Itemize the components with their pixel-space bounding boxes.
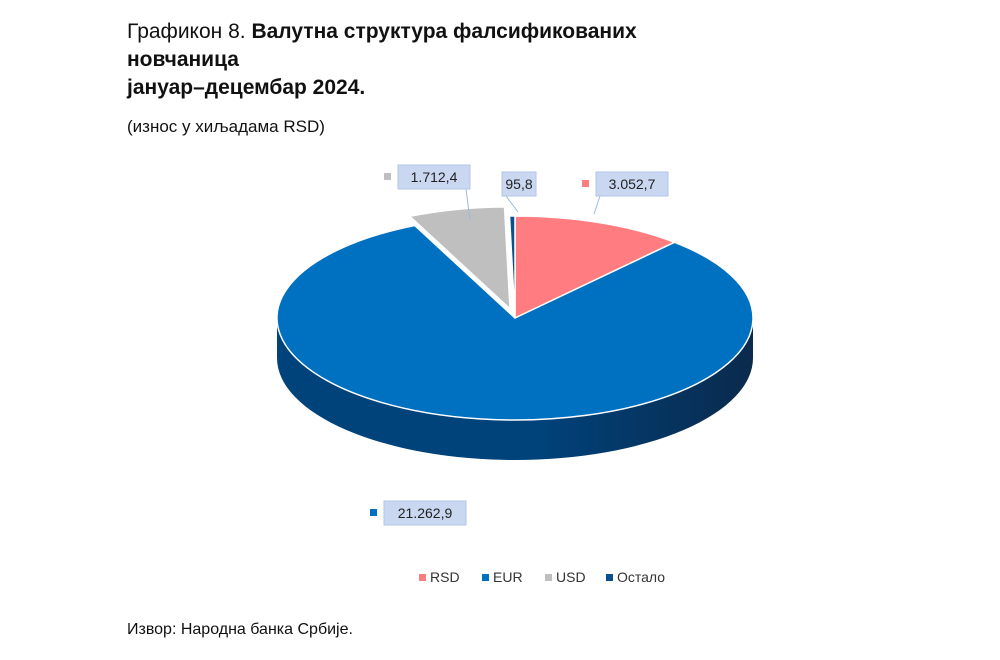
- source-note: Извор: Народна банка Србије.: [127, 621, 353, 638]
- pie-slice-eur: [276, 224, 754, 421]
- legend-swatch: [606, 574, 613, 581]
- chart-title-line-3: јануар–децембар 2024.: [127, 76, 366, 99]
- pie-chart: 3.052,7 21.262,9 1.712,4 95,8 RSD EUR USD Остал…: [276, 164, 754, 585]
- chart-subtitle: (износ у хиљадама RSD): [127, 117, 325, 136]
- legend-item-eur: EUR: [482, 569, 523, 585]
- data-label-value: 21.262,9: [398, 505, 453, 521]
- pie-slice-rsd: [514, 215, 676, 319]
- pie-side-eur: [277, 318, 753, 460]
- legend-item-usd: USD: [545, 569, 586, 585]
- data-label-key: [370, 509, 377, 516]
- legend-swatch: [482, 574, 489, 581]
- legend-label: RSD: [430, 569, 460, 585]
- legend-item-rsd: RSD: [419, 569, 460, 585]
- legend-label: USD: [556, 569, 586, 585]
- data-label-value: 3.052,7: [609, 176, 656, 192]
- data-label-rsd: 3.052,7: [582, 171, 669, 215]
- legend-label: Остало: [617, 569, 665, 585]
- chart-title: Графикон 8. Валутна структура фалсификов…: [127, 18, 767, 102]
- legend-swatch: [419, 574, 426, 581]
- data-label-key: [384, 173, 391, 180]
- data-label-value: 95,8: [505, 176, 532, 192]
- pie-slice-usd: [408, 206, 511, 310]
- chart-title-line-2: новчаница: [127, 48, 239, 71]
- data-label-usd: 1.712,4: [384, 164, 471, 221]
- data-label-key: [582, 180, 589, 187]
- data-label-eur: 21.262,9: [370, 500, 467, 526]
- pie-slice-остало: [508, 215, 516, 319]
- chart-title-line-1: Валутна структура фалсификованих: [251, 20, 637, 43]
- chart-number: Графикон 8.: [127, 20, 246, 43]
- data-label-остало: 95,8: [501, 171, 537, 213]
- data-label-value: 1.712,4: [411, 169, 458, 185]
- legend-item-остало: Остало: [606, 569, 665, 585]
- legend-swatch: [545, 574, 552, 581]
- legend: RSD EUR USD Остало: [419, 569, 665, 585]
- legend-label: EUR: [493, 569, 523, 585]
